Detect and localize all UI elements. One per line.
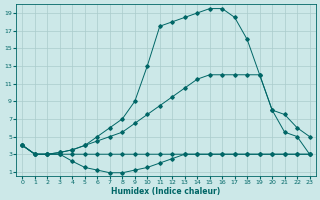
X-axis label: Humidex (Indice chaleur): Humidex (Indice chaleur) [111,187,221,196]
